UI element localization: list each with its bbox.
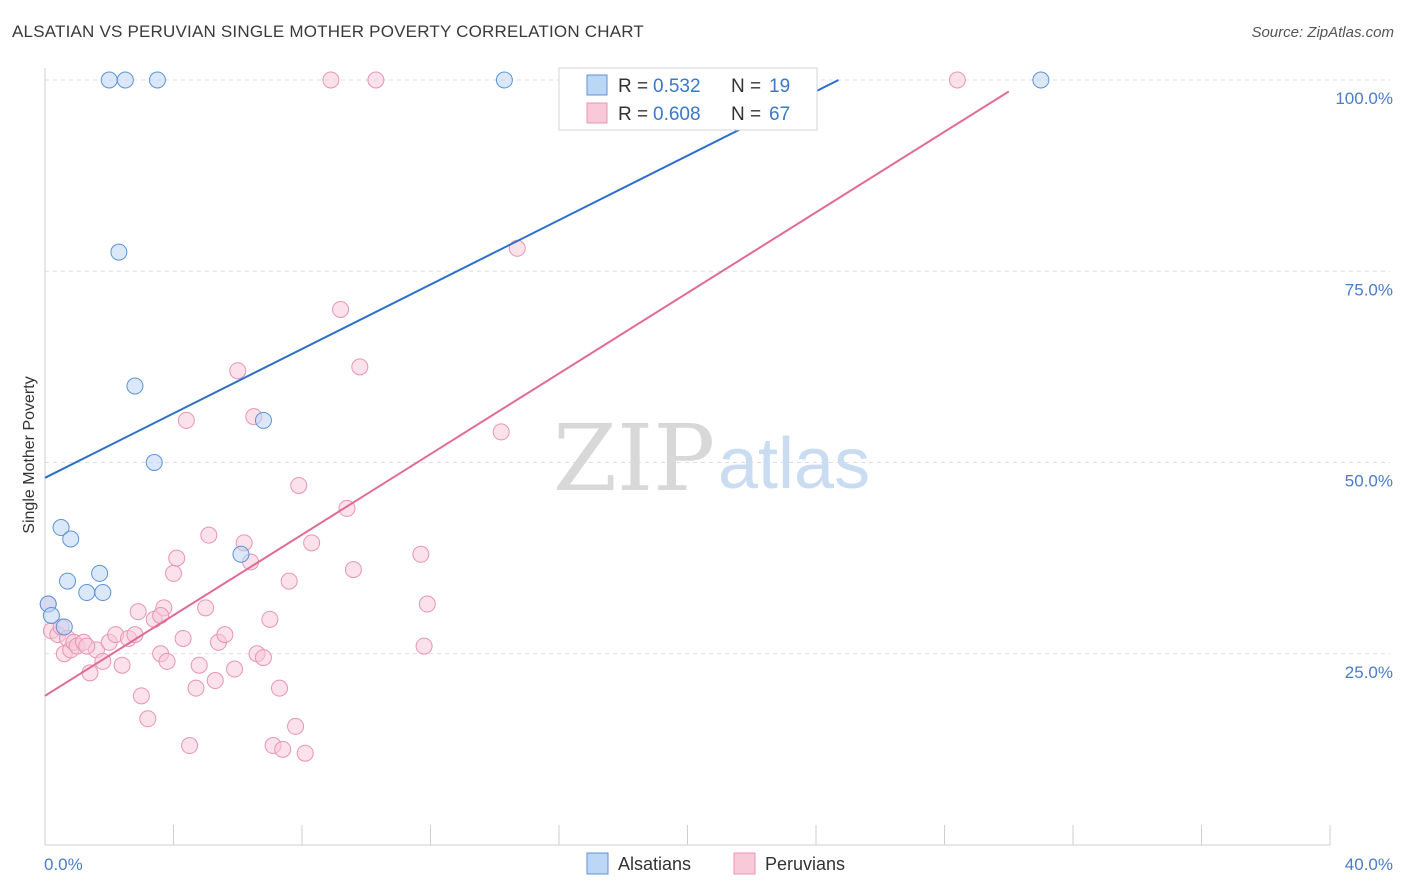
peruvian-point xyxy=(948,71,966,89)
alsatian-point xyxy=(495,71,513,89)
peruvian-point xyxy=(168,549,186,567)
peruvian-point xyxy=(296,744,314,762)
y-tick-labels: 25.0% 50.0% 75.0% 100.0% xyxy=(1335,89,1393,682)
watermark-atlas: atlas xyxy=(718,424,870,504)
peruvian-point xyxy=(129,603,147,621)
peruvian-point xyxy=(177,411,195,429)
peruvian-point xyxy=(415,637,433,655)
peruvian-point xyxy=(174,629,192,647)
alsatian-trend-line xyxy=(44,79,839,479)
y-tick-label: 100.0% xyxy=(1335,89,1393,108)
alsatian-point xyxy=(91,564,109,582)
y-tick-label: 75.0% xyxy=(1345,280,1393,299)
axes xyxy=(44,68,1331,846)
alsatian-point xyxy=(94,584,112,602)
peruvian-point xyxy=(367,71,385,89)
peruvian-point xyxy=(280,572,298,590)
bottom-legend-label-peruvians: Peruvians xyxy=(765,854,845,874)
peruvian-point xyxy=(274,740,292,758)
stats-legend-row-alsatians: R = 0.532 N = 19 xyxy=(586,74,790,97)
peruvian-point xyxy=(132,687,150,705)
legend-swatch-alsatians xyxy=(586,74,608,96)
y-tick-label: 25.0% xyxy=(1345,663,1393,682)
peruvian-point xyxy=(271,679,289,697)
peruvian-point xyxy=(181,737,199,755)
peruvian-point xyxy=(229,362,247,380)
legend-n-label: N = xyxy=(731,76,761,97)
peruvian-point xyxy=(187,679,205,697)
peruvian-point xyxy=(332,301,350,318)
alsatian-point xyxy=(58,572,76,590)
peruvian-point xyxy=(418,595,436,613)
peruvian-point xyxy=(139,710,157,728)
legend-r-value: 0.608 xyxy=(653,104,701,125)
alsatian-point xyxy=(62,530,80,548)
alsatian-point xyxy=(116,71,134,89)
watermark-zip: ZIP xyxy=(553,405,715,512)
alsatian-point xyxy=(110,243,128,261)
peruvian-point xyxy=(216,626,234,644)
alsatian-point xyxy=(232,545,250,563)
legend-r-value: 0.532 xyxy=(653,76,701,97)
alsatian-point xyxy=(148,71,166,89)
peruvian-point xyxy=(290,476,308,494)
bottom-legend-swatch-alsatians xyxy=(586,852,609,875)
peruvian-point xyxy=(206,672,224,690)
bottom-legend-swatch-peruvians xyxy=(733,852,756,875)
peruvian-point xyxy=(226,660,244,678)
trend-lines xyxy=(44,79,1010,697)
alsatian-point xyxy=(100,71,118,89)
legend-r-label: R = xyxy=(618,104,648,125)
alsatian-point xyxy=(145,454,163,471)
stats-legend: R = 0.532 N = 19 R = 0.608 N = 67 xyxy=(558,67,818,131)
peruvian-point xyxy=(287,717,305,735)
peruvian-point xyxy=(152,607,170,624)
stats-legend-row-peruvians: R = 0.608 N = 67 xyxy=(586,102,790,125)
peruvian-point xyxy=(78,637,96,655)
peruvian-point xyxy=(197,599,215,617)
alsatian-point xyxy=(78,584,96,602)
peruvian-point xyxy=(254,649,272,667)
chart-title: ALSATIAN VS PERUVIAN SINGLE MOTHER POVER… xyxy=(12,22,645,41)
alsatian-point xyxy=(42,607,60,624)
peruvian-point xyxy=(412,545,430,563)
peruvian-point xyxy=(113,656,131,674)
legend-r-label: R = xyxy=(618,76,648,97)
peruvian-point xyxy=(351,358,369,376)
alsatian-point xyxy=(1032,71,1050,89)
peruvian-point xyxy=(492,423,510,441)
peruvian-point xyxy=(322,71,340,89)
y-axis-label: Single Mother Poverty xyxy=(21,376,38,533)
bottom-legend-label-alsatians: Alsatians xyxy=(618,854,691,874)
alsatian-point xyxy=(55,618,73,636)
peruvian-point xyxy=(165,564,182,582)
peruvian-point xyxy=(508,239,526,257)
peruvian-trend-line xyxy=(44,90,1010,697)
data-points xyxy=(39,71,1050,762)
legend-swatch-peruvians xyxy=(586,102,608,124)
x-tick-label: 40.0% xyxy=(1345,855,1393,874)
peruvian-point xyxy=(200,526,218,544)
bottom-legend: Alsatians Peruvians xyxy=(586,852,845,875)
y-tick-label: 50.0% xyxy=(1345,472,1393,491)
peruvian-point xyxy=(303,534,321,552)
legend-n-label: N = xyxy=(731,104,761,125)
alsatian-point xyxy=(52,519,70,537)
peruvian-point xyxy=(190,656,208,674)
source-credit: Source: ZipAtlas.com xyxy=(1251,24,1394,41)
x-tick-labels: 0.0% 40.0% xyxy=(44,855,1393,874)
legend-n-value: 19 xyxy=(769,76,790,97)
x-tick-label: 0.0% xyxy=(44,855,83,874)
peruvian-point xyxy=(158,652,176,670)
peruvian-point xyxy=(344,561,362,579)
alsatian-point xyxy=(126,377,144,395)
legend-n-value: 67 xyxy=(769,104,790,125)
alsatian-point xyxy=(254,411,272,429)
watermark: ZIP atlas xyxy=(553,405,870,512)
peruvian-point xyxy=(261,610,279,628)
